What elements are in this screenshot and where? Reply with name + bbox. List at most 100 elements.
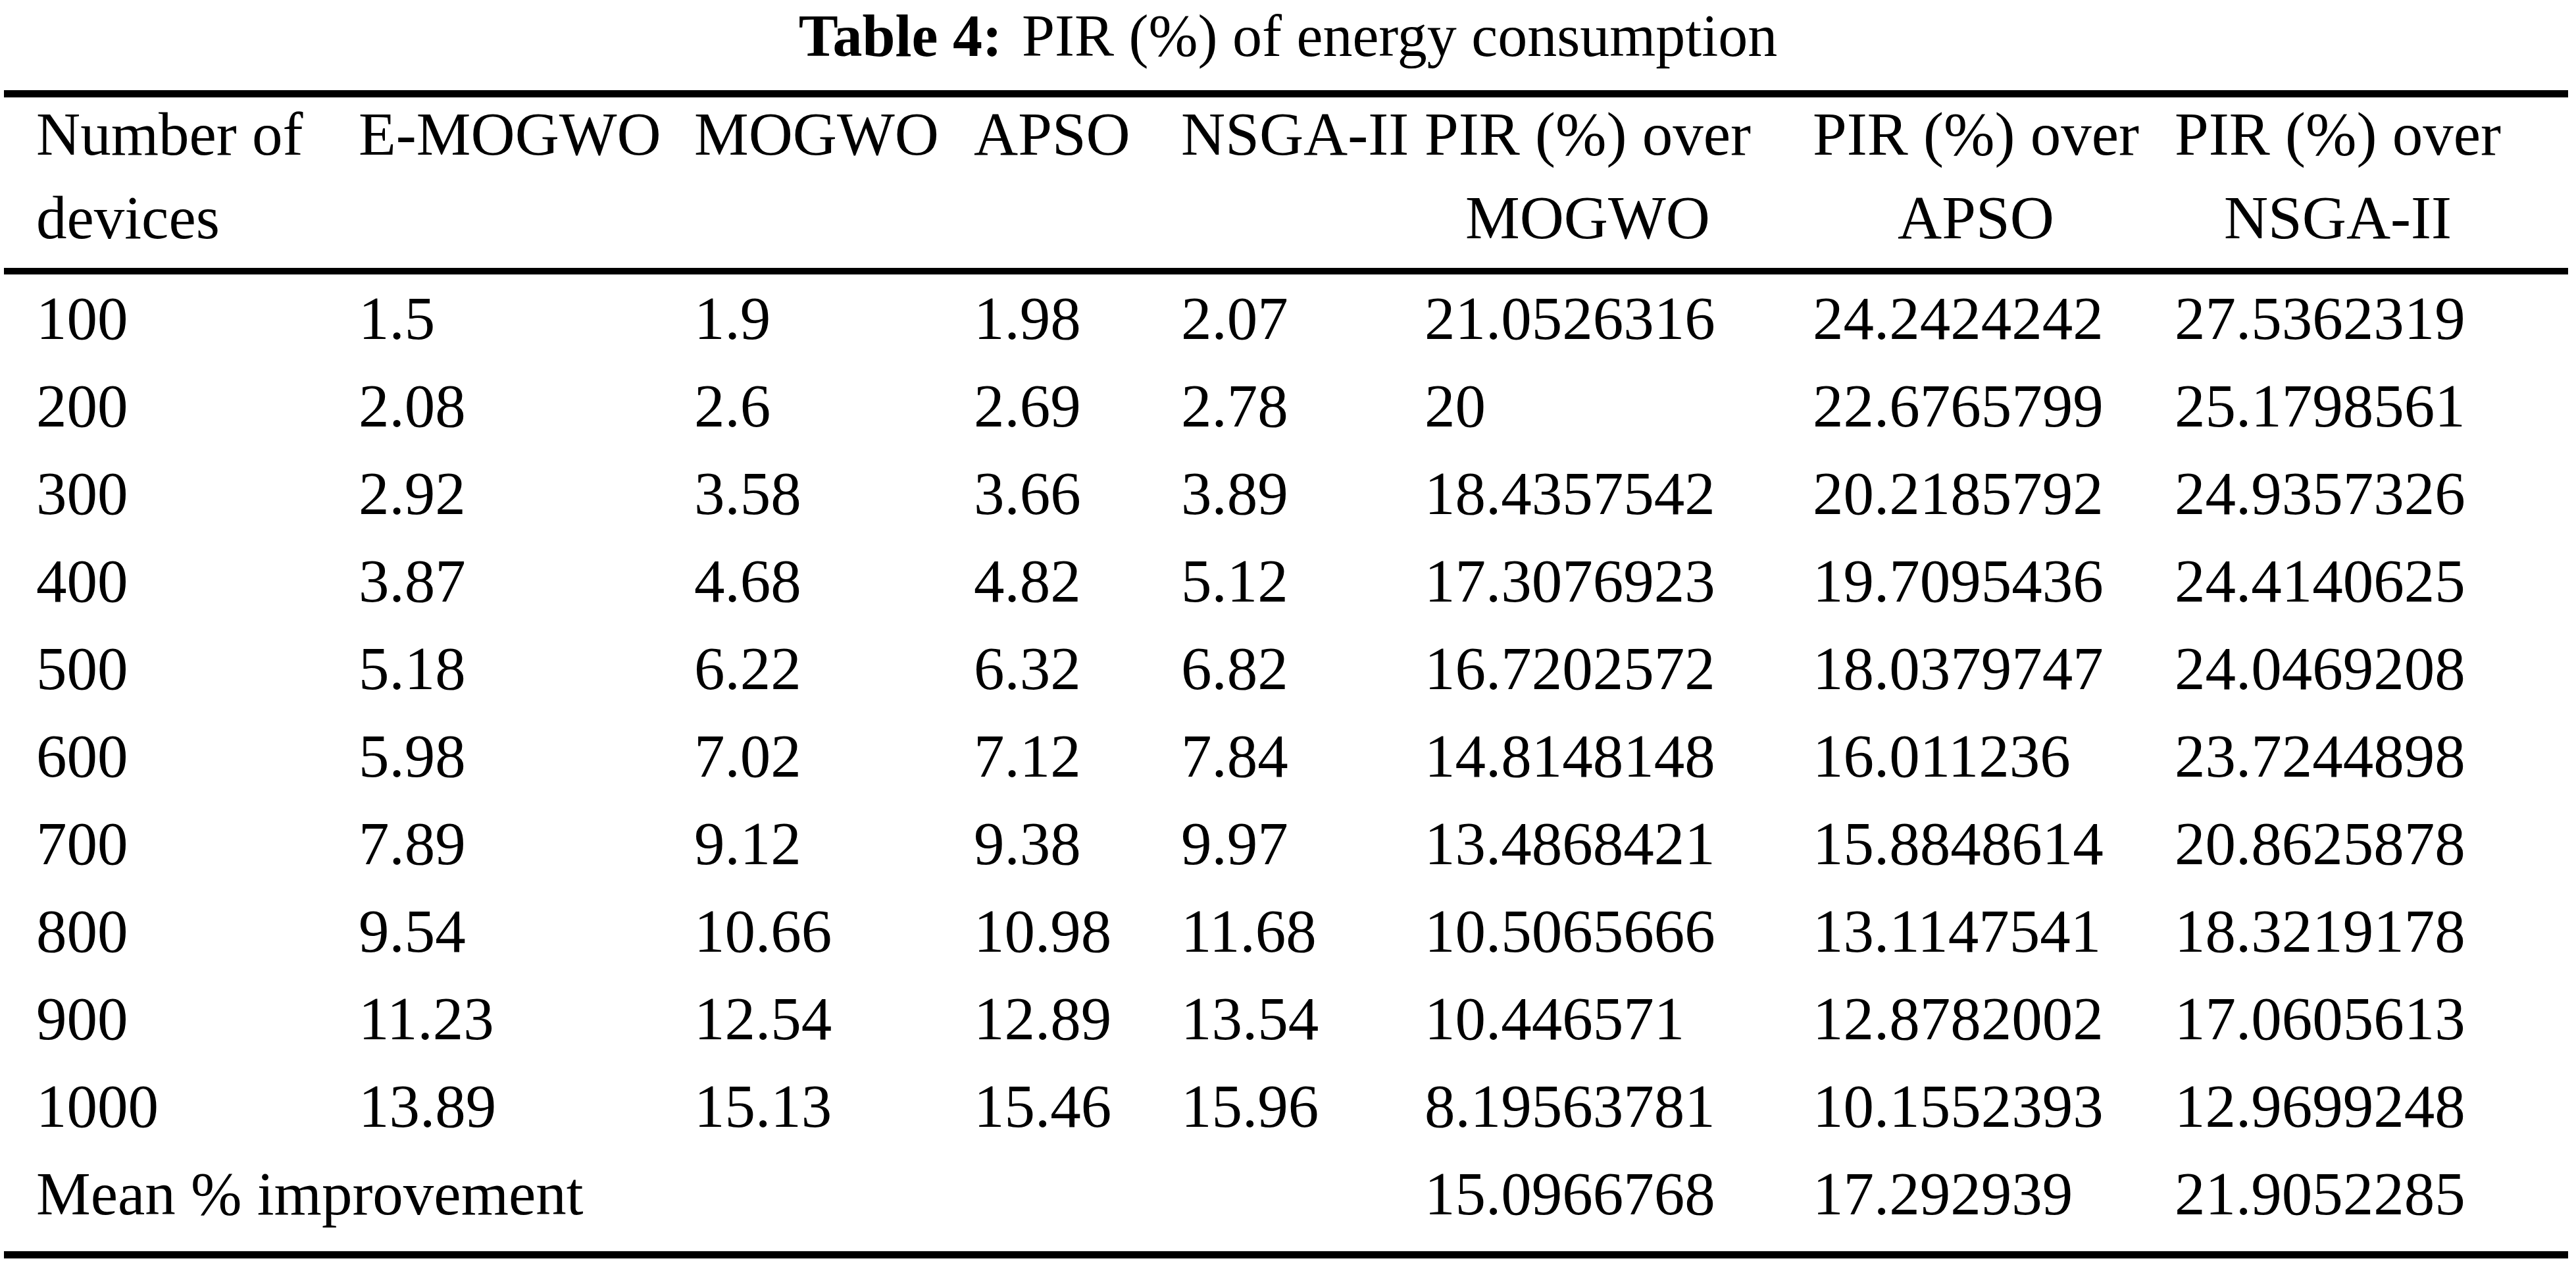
cell: 8.19563781 [1425, 1071, 1813, 1141]
cell: 10.66 [694, 896, 974, 966]
cell: 18.3219178 [2175, 896, 2540, 966]
cell: 16.7202572 [1425, 633, 1813, 704]
cell: 11.68 [1181, 896, 1425, 966]
header-line2: NSGA-II [2175, 176, 2501, 259]
header-line2: devices [36, 176, 303, 259]
cell: 5.18 [359, 633, 694, 704]
cell: 24.4140625 [2175, 546, 2540, 616]
cell: 500 [36, 633, 359, 704]
cell: 300 [36, 458, 359, 529]
cell: 20 [1425, 371, 1813, 441]
cell: 12.8782002 [1813, 983, 2175, 1054]
cell: 24.2424242 [1813, 283, 2175, 353]
header-cell-pir-over-mogwo: PIR (%) over MOGWO [1425, 92, 1813, 259]
header-cell-pir-over-nsga-ii: PIR (%) over NSGA-II [2175, 92, 2540, 259]
table-caption: Table 4: PIR (%) of energy consumption [0, 0, 2576, 72]
table-row: 2002.082.62.692.782022.676579925.1798561 [36, 362, 2540, 450]
cell: 10.446571 [1425, 983, 1813, 1054]
table-mid-rule [4, 268, 2568, 274]
cell: 15.46 [974, 1071, 1181, 1141]
cell: 12.89 [974, 983, 1181, 1054]
header-cell-mogwo: MOGWO [694, 92, 974, 259]
header-cell-apso: APSO [974, 92, 1181, 259]
cell: 7.89 [359, 808, 694, 879]
cell: 23.7244898 [2175, 721, 2540, 791]
header-line1: PIR (%) over [1425, 92, 1751, 176]
cell: 9.54 [359, 896, 694, 966]
table-row: 4003.874.684.825.1217.307692319.70954362… [36, 537, 2540, 625]
cell: 11.23 [359, 983, 694, 1054]
cell: 12.9699248 [2175, 1071, 2540, 1141]
cell: 6.22 [694, 633, 974, 704]
cell: 10.5065666 [1425, 896, 1813, 966]
header-line1: MOGWO [694, 92, 939, 176]
header-line1: E-MOGWO [359, 92, 661, 176]
footer-value-pir-over-nsga-ii: 21.9052285 [2175, 1158, 2540, 1229]
cell: 1.5 [359, 283, 694, 353]
cell: 1.9 [694, 283, 974, 353]
header-line1: PIR (%) over [1813, 92, 2139, 176]
table-row: 7007.899.129.389.9713.486842115.88486142… [36, 800, 2540, 887]
cell: 100 [36, 283, 359, 353]
footer-value-pir-over-apso: 17.292939 [1813, 1158, 2175, 1229]
table-row: 8009.5410.6610.9811.6810.506566613.11475… [36, 887, 2540, 975]
cell: 18.4357542 [1425, 458, 1813, 529]
cell: 14.8148148 [1425, 721, 1813, 791]
cell: 2.6 [694, 371, 974, 441]
cell: 21.0526316 [1425, 283, 1813, 353]
cell: 20.8625878 [2175, 808, 2540, 879]
cell: 15.13 [694, 1071, 974, 1141]
cell: 5.12 [1181, 546, 1425, 616]
table-row: 90011.2312.5412.8913.5410.44657112.87820… [36, 975, 2540, 1062]
cell: 2.08 [359, 371, 694, 441]
cell: 4.68 [694, 546, 974, 616]
cell: 2.07 [1181, 283, 1425, 353]
header-line1: APSO [974, 92, 1130, 176]
header-cell-e-mogwo: E-MOGWO [359, 92, 694, 259]
cell: 3.66 [974, 458, 1181, 529]
cell: 17.0605613 [2175, 983, 2540, 1054]
caption-label: Table 4: [799, 3, 1002, 68]
header-line1: Number of [36, 92, 303, 176]
cell: 900 [36, 983, 359, 1054]
cell: 700 [36, 808, 359, 879]
cell: 15.8848614 [1813, 808, 2175, 879]
caption-text: PIR (%) of energy consumption [1022, 3, 1777, 68]
cell: 600 [36, 721, 359, 791]
footer-value-pir-over-mogwo: 15.0966768 [1425, 1158, 1813, 1229]
table-bottom-rule [4, 1251, 2568, 1258]
header-cell-number-of-devices: Number of devices [36, 92, 359, 259]
cell: 19.7095436 [1813, 546, 2175, 616]
cell: 4.82 [974, 546, 1181, 616]
table-row: 5005.186.226.326.8216.720257218.03797472… [36, 625, 2540, 712]
table-row: 1001.51.91.982.0721.052631624.242424227.… [36, 274, 2540, 362]
cell: 20.2185792 [1813, 458, 2175, 529]
cell: 2.92 [359, 458, 694, 529]
header-cell-pir-over-apso: PIR (%) over APSO [1813, 92, 2175, 259]
header-line1: PIR (%) over [2175, 92, 2501, 176]
cell: 7.12 [974, 721, 1181, 791]
cell: 12.54 [694, 983, 974, 1054]
table-body: 1001.51.91.982.0721.052631624.242424227.… [36, 274, 2540, 1150]
table-header-row: Number of devices E-MOGWO MOGWO APSO NSG… [36, 92, 2540, 259]
cell: 200 [36, 371, 359, 441]
paper-table-page: Table 4: PIR (%) of energy consumption Nu… [0, 0, 2576, 1267]
cell: 24.9357326 [2175, 458, 2540, 529]
cell: 1000 [36, 1071, 359, 1141]
cell: 24.0469208 [2175, 633, 2540, 704]
cell: 13.4868421 [1425, 808, 1813, 879]
header-line1: NSGA-II [1181, 92, 1409, 176]
cell: 10.1552393 [1813, 1071, 2175, 1141]
cell: 13.89 [359, 1071, 694, 1141]
cell: 2.69 [974, 371, 1181, 441]
table-row: 3002.923.583.663.8918.435754220.21857922… [36, 450, 2540, 537]
header-line2: APSO [1813, 176, 2139, 259]
cell: 17.3076923 [1425, 546, 1813, 616]
cell: 22.6765799 [1813, 371, 2175, 441]
header-line2: MOGWO [1425, 176, 1751, 259]
cell: 9.12 [694, 808, 974, 879]
cell: 13.1147541 [1813, 896, 2175, 966]
cell: 7.84 [1181, 721, 1425, 791]
cell: 25.1798561 [2175, 371, 2540, 441]
table-row: 100013.8915.1315.4615.968.1956378110.155… [36, 1062, 2540, 1150]
